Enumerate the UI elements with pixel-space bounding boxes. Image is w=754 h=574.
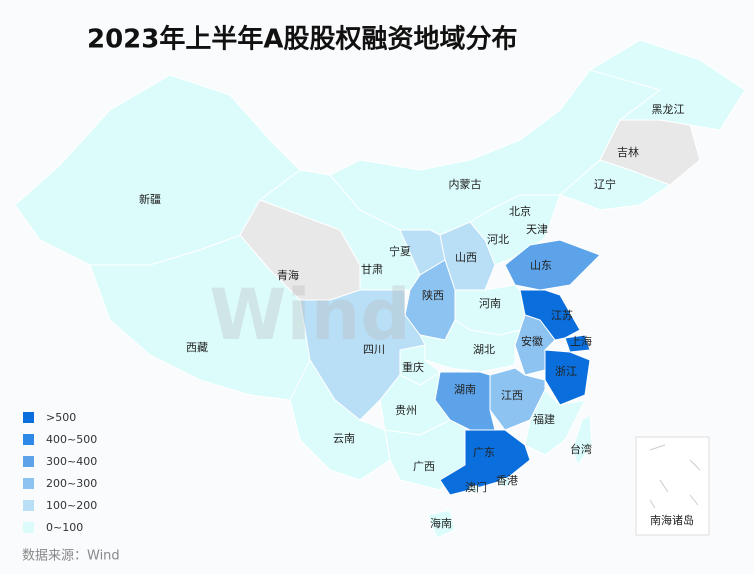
province-label: 宁夏 — [389, 244, 411, 258]
province-label: 内蒙古 — [449, 177, 482, 191]
province-label: 台湾 — [570, 442, 592, 456]
province-shape — [524, 389, 586, 456]
province-label: 重庆 — [402, 360, 424, 374]
province-label: 湖南 — [454, 383, 476, 396]
province-label: 安徽 — [521, 334, 543, 348]
legend-swatch — [23, 478, 34, 489]
province-label: 江苏 — [551, 309, 573, 322]
legend-label: 400~500 — [46, 433, 97, 446]
province-label: 山东 — [530, 259, 552, 272]
province-label: 天津 — [526, 223, 548, 236]
province-label: 青海 — [277, 268, 299, 282]
legend-label: 200~300 — [46, 477, 97, 490]
province-shape — [427, 509, 456, 539]
province-label: 福建 — [533, 412, 555, 426]
watermark: Wind — [209, 274, 410, 356]
province-label: 云南 — [333, 432, 355, 445]
province-shape — [504, 239, 601, 291]
province-label: 陕西 — [422, 288, 444, 302]
province-shape — [588, 39, 746, 131]
province-label: 贵州 — [395, 404, 417, 417]
province-shape — [571, 414, 593, 467]
legend-swatch — [23, 434, 34, 445]
province-label: 海南 — [430, 516, 452, 530]
province-label: 浙江 — [555, 365, 577, 378]
province-label: 江西 — [501, 389, 523, 402]
title: 2023年上半年A股股权融资地域分布 — [87, 24, 518, 55]
legend-swatch — [23, 412, 34, 423]
province-label: 北京 — [509, 204, 531, 218]
province-label: 西藏 — [186, 341, 208, 354]
province-shape — [564, 334, 591, 353]
province-label: 上海 — [570, 334, 592, 348]
legend-label: 0~100 — [46, 521, 83, 534]
province-label: 香港 — [496, 474, 518, 487]
province-label: 新疆 — [139, 192, 161, 206]
province-label: 四川 — [363, 343, 385, 356]
province-label: 河南 — [479, 297, 501, 310]
province-shape — [419, 319, 521, 373]
legend-label: 100~200 — [46, 499, 97, 512]
province-shape — [559, 159, 672, 211]
legend-swatch — [23, 456, 34, 467]
province-label: 广东 — [473, 446, 495, 459]
inset-box — [635, 436, 710, 536]
legend: >500 400~500 300~400 200~300 100~200 0~100 — [23, 411, 97, 534]
inset-islands — [649, 444, 701, 509]
province-label: 湖北 — [473, 343, 495, 356]
legend-swatch — [23, 500, 34, 511]
province-label: 吉林 — [617, 145, 639, 159]
province-shape — [399, 229, 446, 276]
inset-label: 南海诸岛 — [650, 513, 694, 527]
province-label: 澳门 — [465, 480, 487, 494]
legend-label: 300~400 — [46, 455, 97, 468]
province-label: 甘肃 — [361, 263, 383, 276]
province-label: 黑龙江 — [652, 103, 685, 116]
province-label: 辽宁 — [594, 177, 616, 191]
province-shape — [469, 485, 479, 493]
province-label: 广西 — [413, 460, 435, 473]
province-shape — [499, 477, 511, 487]
source: 数据来源：Wind — [22, 549, 120, 564]
legend-swatch — [23, 522, 34, 533]
legend-label: >500 — [46, 411, 76, 424]
province-label: 山西 — [455, 251, 477, 264]
province-shape — [289, 358, 391, 481]
province-label: 河北 — [487, 233, 509, 246]
